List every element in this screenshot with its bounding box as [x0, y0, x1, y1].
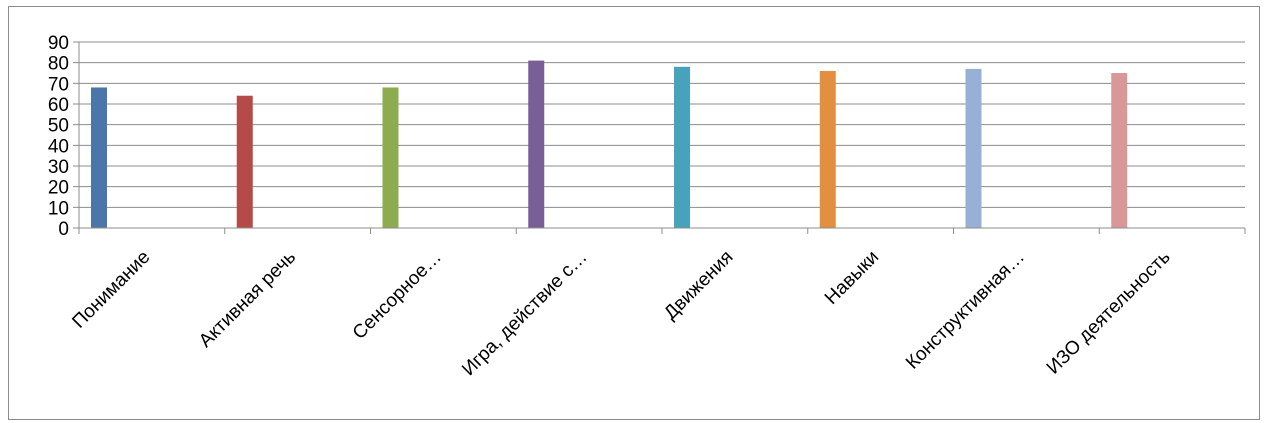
bar-4 — [528, 60, 545, 228]
x-category-label: Понимание — [68, 247, 154, 333]
y-tick-label: 80 — [48, 54, 69, 75]
x-category-label: Движения — [660, 247, 737, 324]
bar-3 — [382, 87, 399, 228]
x-category-label: Игра, действие с… — [458, 247, 592, 381]
x-category-label: Конструктивная… — [902, 247, 1029, 374]
y-tick-label: 90 — [48, 33, 69, 54]
y-tick-label: 60 — [48, 95, 69, 116]
bar-8 — [1111, 73, 1128, 228]
y-tick-label: 0 — [58, 219, 69, 240]
x-category-label: Сенсорное… — [349, 247, 446, 344]
gridlines — [79, 41, 1245, 208]
x-axis-category-labels: Понимание Активная речь Сенсорное… Игра, де… — [68, 247, 1174, 381]
bar-1 — [91, 87, 107, 228]
bar-5 — [674, 66, 690, 228]
bar-6 — [819, 70, 836, 228]
y-tick-label: 50 — [48, 116, 69, 137]
bars — [91, 60, 1128, 228]
bar-2 — [236, 95, 253, 228]
x-category-label: ИЗО деятельность — [1043, 247, 1175, 379]
x-category-label: Навыки — [821, 247, 883, 309]
y-tick-label: 20 — [48, 178, 69, 199]
bar-7 — [965, 68, 982, 228]
x-category-label: Активная речь — [195, 247, 300, 352]
y-tick-label: 10 — [48, 198, 69, 219]
y-tick-label: 40 — [48, 136, 69, 157]
y-tick-label: 30 — [48, 157, 69, 178]
axes — [73, 41, 1246, 234]
y-tick-label: 70 — [48, 74, 69, 95]
chart-frame — [8, 6, 1260, 420]
